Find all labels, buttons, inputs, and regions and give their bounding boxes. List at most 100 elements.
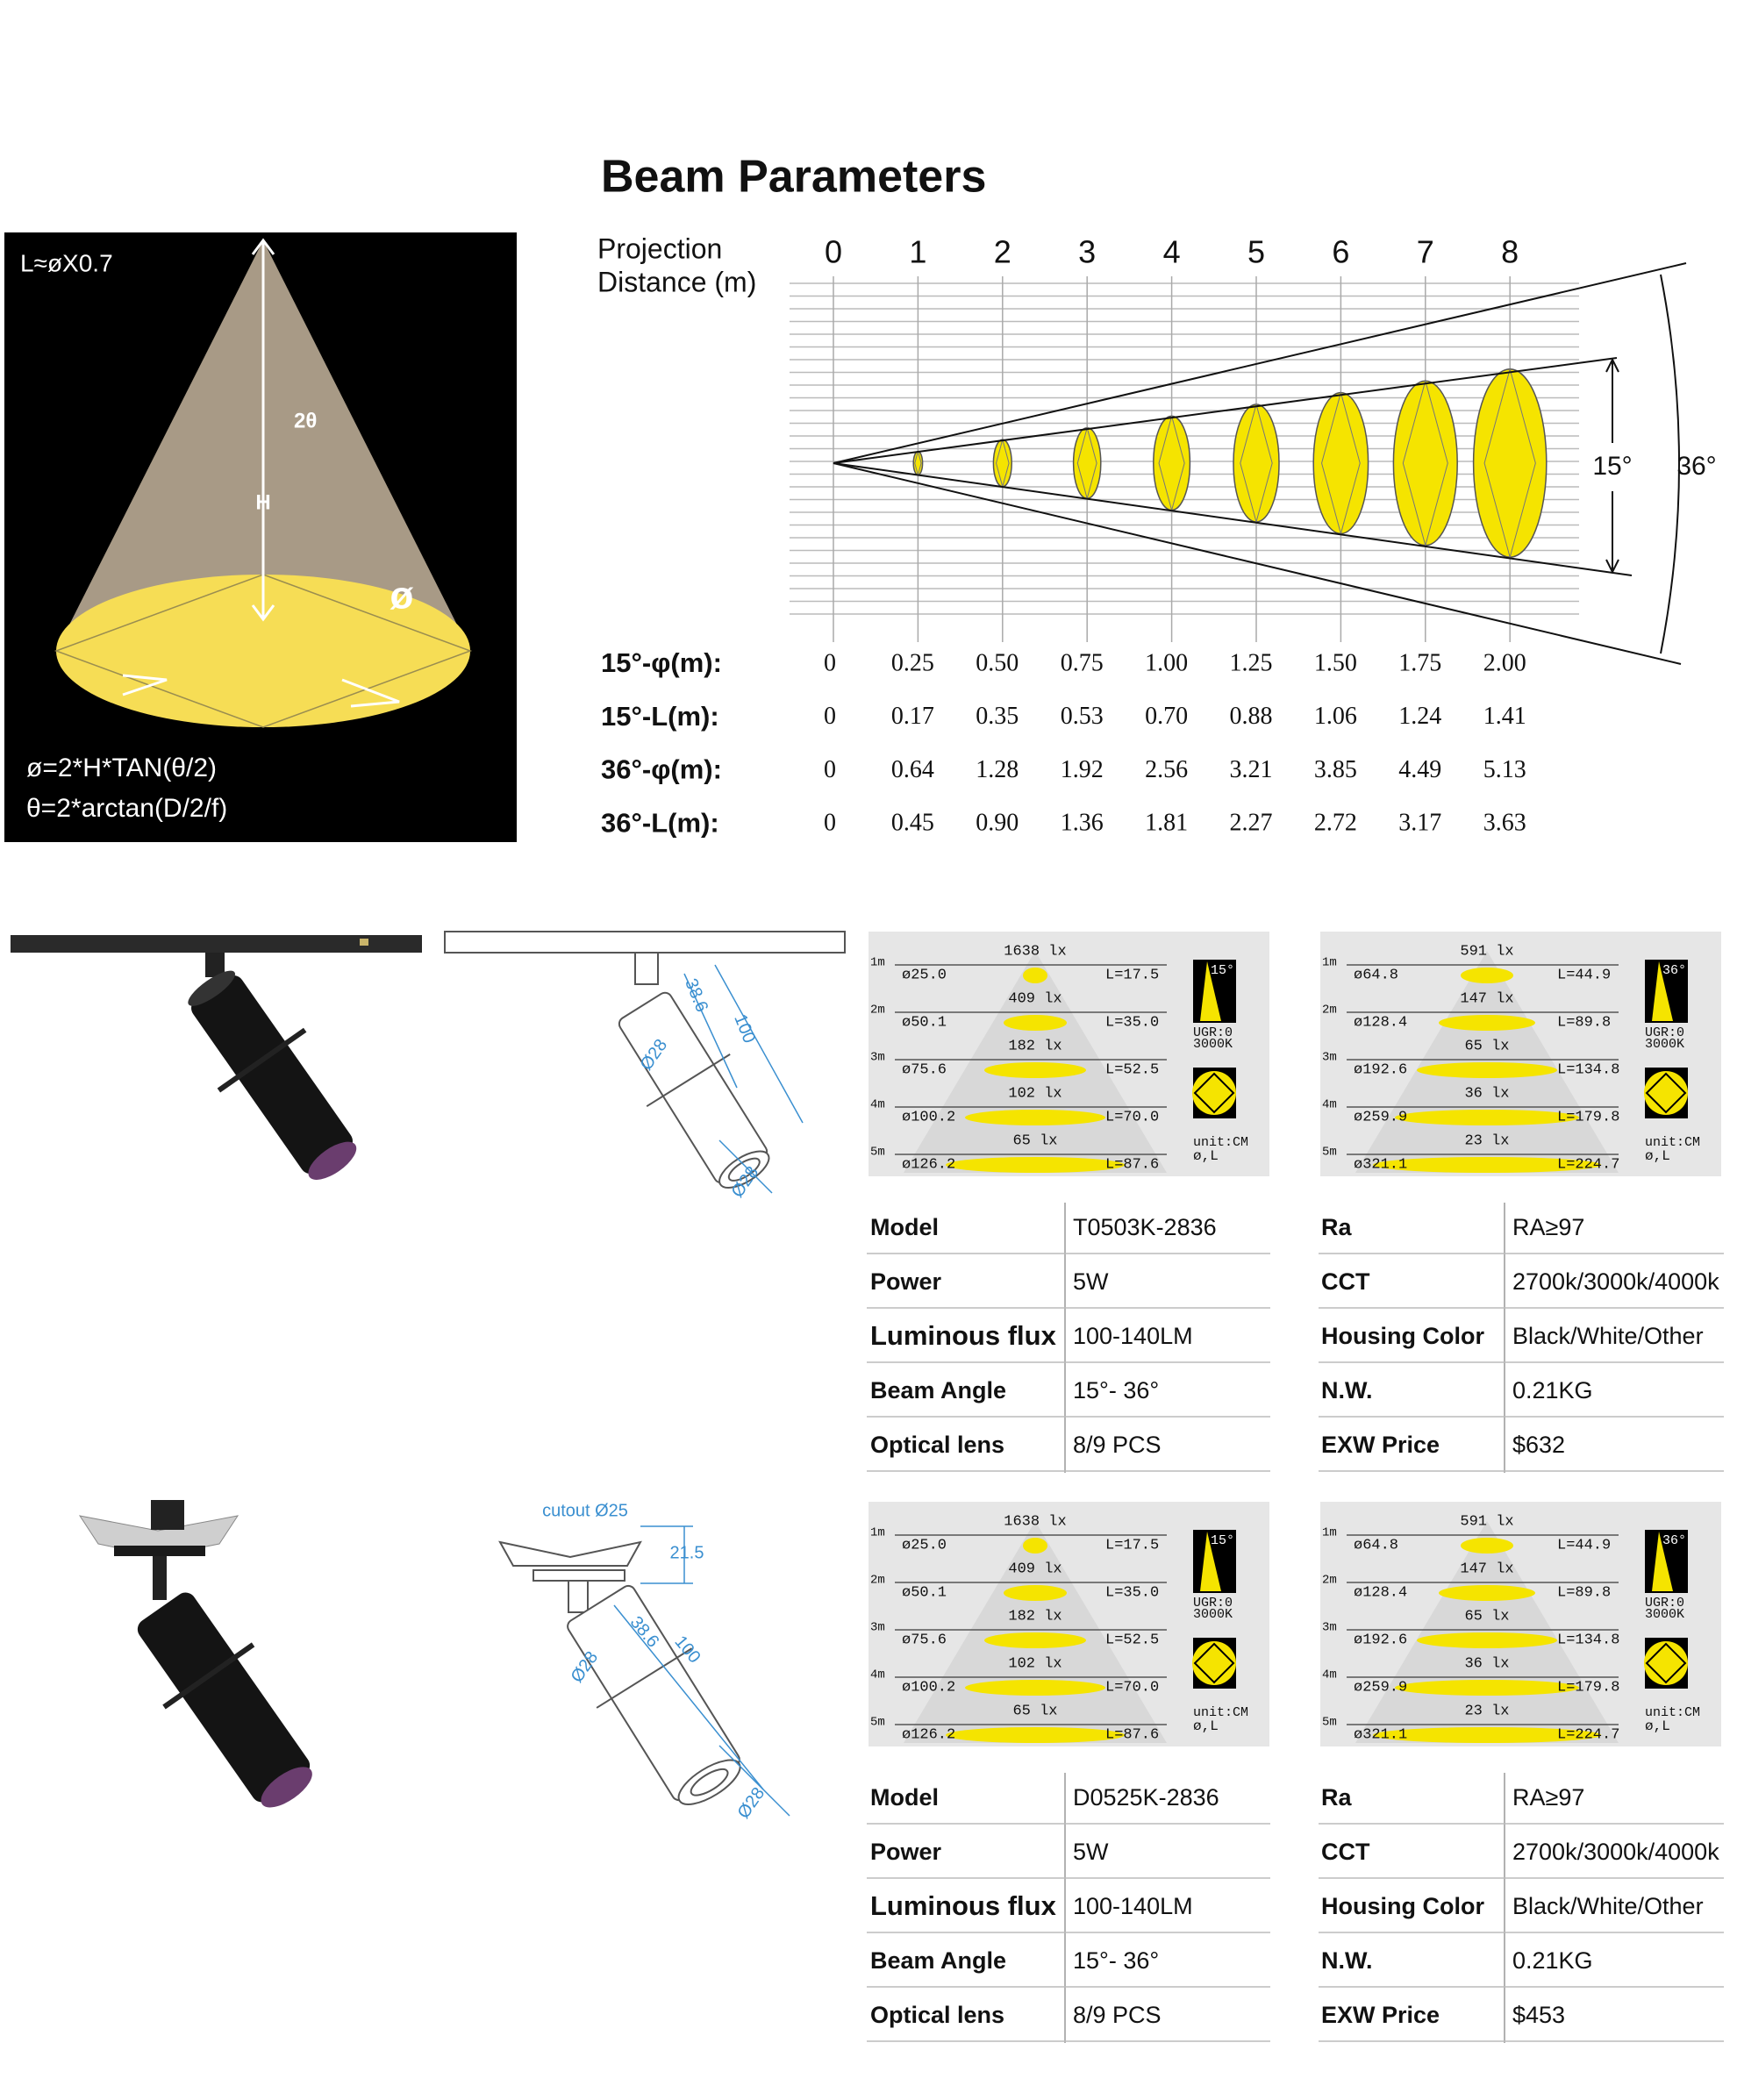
row-value: 0 <box>824 649 836 676</box>
diameter: ø100.2 <box>902 1109 955 1125</box>
diameter: ø259.9 <box>1354 1109 1407 1125</box>
row-value: 0 <box>824 703 836 730</box>
light-spot <box>1417 1062 1557 1078</box>
lux: 591 lx <box>1460 943 1513 960</box>
spot-icon-circle <box>1192 1641 1236 1685</box>
length: L=224.7 <box>1557 1156 1619 1173</box>
spec-label: Power <box>870 1839 942 1865</box>
spec-label: Ra <box>1321 1214 1352 1240</box>
legend: ø,L <box>1645 1718 1670 1734</box>
spec-value: 0.21KG <box>1512 1377 1593 1404</box>
spec-label: Ra <box>1321 1784 1352 1811</box>
photometric-chart: 1m 1638 lx ø25.0 L=17.5 2m 409 lx ø50.1 L=35.0 3… <box>868 1502 1269 1746</box>
arrow-head <box>251 604 275 622</box>
diameter: ø75.6 <box>902 1632 947 1648</box>
row-value: 0.70 <box>1145 703 1188 730</box>
distance: 3m <box>870 1051 885 1065</box>
spec-value: RA≥97 <box>1512 1214 1584 1240</box>
axis-label: Distance (m) <box>597 266 756 297</box>
unit: unit:CM <box>1193 1705 1248 1720</box>
row-label: 15°-φ(m): <box>601 647 722 678</box>
photometric-chart: 1m 1638 lx ø25.0 L=17.5 2m 409 lx ø50.1 L=35.0 3… <box>868 932 1269 1176</box>
edge-mark <box>341 678 400 708</box>
row-value: 3.85 <box>1314 756 1357 783</box>
spec-value: T0503K-2836 <box>1073 1214 1217 1240</box>
row-value: 2.00 <box>1483 649 1526 676</box>
distance: 5m <box>870 1146 885 1160</box>
lux: 65 lx <box>1012 1132 1057 1149</box>
length: L=52.5 <box>1105 1061 1159 1078</box>
lux: 65 lx <box>1464 1038 1509 1054</box>
spec-value: RA≥97 <box>1512 1784 1584 1811</box>
ugr: UGR:0 <box>1193 1596 1233 1611</box>
length: L=87.6 <box>1105 1726 1159 1743</box>
lux: 182 lx <box>1008 1038 1062 1054</box>
top-label: L≈øX0.7 <box>20 249 113 276</box>
row-value: 0.88 <box>1230 703 1273 730</box>
distance: 1m <box>1322 956 1337 970</box>
diameter: ø192.6 <box>1354 1061 1407 1078</box>
arrow-head <box>1605 559 1619 575</box>
row-value: 2.27 <box>1230 810 1273 837</box>
diameter: ø321.1 <box>1354 1156 1407 1173</box>
spot-diamond <box>1402 379 1448 547</box>
row-value: 0.53 <box>1061 703 1104 730</box>
spec-value: $453 <box>1512 2002 1565 2028</box>
beam-angle: 15° <box>1211 1533 1234 1548</box>
row-value: 1.75 <box>1398 649 1441 676</box>
spot-icon-diamond <box>1193 1072 1235 1114</box>
spec-value: $632 <box>1512 1432 1565 1458</box>
length: L=35.0 <box>1105 1014 1159 1031</box>
unit: unit:CM <box>1645 1135 1700 1150</box>
axis-label: Projection <box>597 232 722 264</box>
length: L=134.8 <box>1557 1061 1619 1078</box>
unit: unit:CM <box>1193 1135 1248 1150</box>
lux: 147 lx <box>1460 1561 1513 1577</box>
ugr: UGR:0 <box>1645 1025 1684 1040</box>
spec-label: Beam Angle <box>870 1947 1006 1974</box>
spec-value: 8/9 PCS <box>1073 2002 1162 2028</box>
spec-label: N.W. <box>1321 1947 1373 1974</box>
lux: 23 lx <box>1464 1703 1509 1719</box>
length: L=134.8 <box>1557 1632 1619 1648</box>
spec-value: 8/9 PCS <box>1073 1432 1162 1458</box>
spec-label: Beam Angle <box>870 1377 1006 1404</box>
row-value: 2.56 <box>1145 756 1188 783</box>
beam-edge <box>833 262 1687 464</box>
product-drawing <box>498 1525 790 1817</box>
lux: 23 lx <box>1464 1132 1509 1149</box>
diameter: ø100.2 <box>902 1679 955 1696</box>
spec-value: Black/White/Other <box>1512 1893 1704 1919</box>
length: L=52.5 <box>1105 1632 1159 1648</box>
lux: 102 lx <box>1008 1655 1062 1672</box>
edge-mark <box>122 674 168 696</box>
distance-label: 8 <box>1501 234 1519 270</box>
length: L=87.6 <box>1105 1156 1159 1173</box>
spot-icon-diamond <box>1645 1072 1687 1114</box>
light-spot <box>1439 1015 1535 1031</box>
light-spot <box>1395 1680 1579 1696</box>
row-value: 1.36 <box>1061 810 1104 837</box>
beam-edge <box>833 357 1618 464</box>
diameter: ø192.6 <box>1354 1632 1407 1648</box>
diameter: ø128.4 <box>1354 1584 1407 1601</box>
beam-angle: 36° <box>1662 963 1686 978</box>
beam-edge <box>833 462 1633 576</box>
spot-icon-circle <box>1644 1071 1688 1115</box>
spec-label: CCT <box>1321 1268 1370 1295</box>
light-spot <box>1461 1538 1513 1554</box>
spec-label: EXW Price <box>1321 1432 1440 1458</box>
cct: 3000K <box>1193 1607 1233 1622</box>
row-value: 0 <box>824 810 836 837</box>
distance-label: 4 <box>1163 234 1181 270</box>
diameter-label: ø <box>390 575 414 618</box>
distance: 3m <box>1322 1621 1337 1635</box>
row-value: 0.45 <box>891 810 934 837</box>
distance: 4m <box>1322 1098 1337 1112</box>
diameter: ø25.0 <box>902 1537 947 1554</box>
spec-value: Black/White/Other <box>1512 1323 1704 1349</box>
distance: 2m <box>870 1004 885 1018</box>
height-label: H <box>255 490 270 514</box>
spec-value: 2700k/3000k/4000k <box>1512 1268 1719 1295</box>
light-spot <box>1461 968 1513 983</box>
